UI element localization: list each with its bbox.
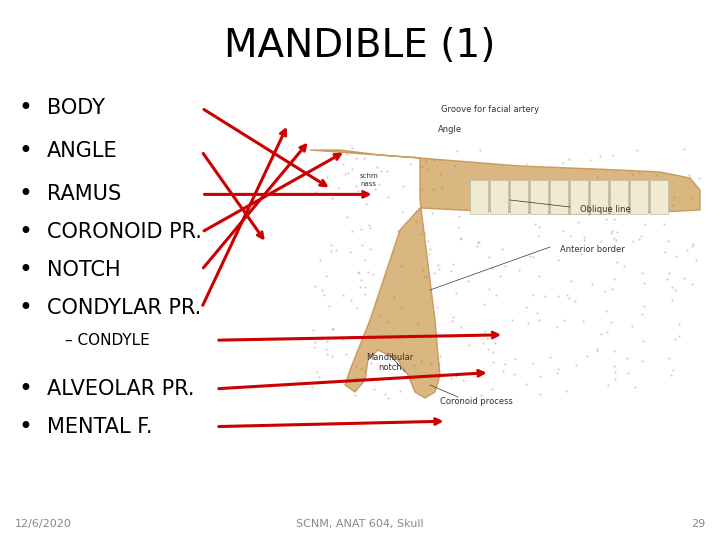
- Text: Oblique line: Oblique line: [580, 206, 631, 214]
- Text: BODY: BODY: [47, 98, 105, 118]
- Text: Coronoid process: Coronoid process: [440, 397, 513, 407]
- Text: 12/6/2020: 12/6/2020: [14, 519, 71, 529]
- Text: Angle: Angle: [438, 125, 462, 134]
- Text: 29: 29: [691, 519, 706, 529]
- Text: CONDYLAR PR.: CONDYLAR PR.: [47, 298, 201, 318]
- Polygon shape: [570, 180, 588, 214]
- Polygon shape: [630, 180, 648, 214]
- Text: – CONDYLE: – CONDYLE: [65, 333, 150, 348]
- Text: ANGLE: ANGLE: [47, 141, 117, 161]
- Polygon shape: [470, 180, 488, 214]
- Polygon shape: [610, 180, 628, 214]
- Polygon shape: [510, 180, 528, 214]
- Text: •: •: [18, 96, 32, 120]
- Text: SCNM, ANAT 604, Skull: SCNM, ANAT 604, Skull: [296, 519, 424, 529]
- Polygon shape: [550, 180, 568, 214]
- Text: CORONOID PR.: CORONOID PR.: [47, 222, 202, 242]
- Polygon shape: [650, 180, 668, 214]
- Text: ALVEOLAR PR.: ALVEOLAR PR.: [47, 379, 194, 399]
- Text: Groove for facial artery: Groove for facial artery: [441, 105, 539, 114]
- Text: RAMUS: RAMUS: [47, 184, 121, 205]
- Text: •: •: [18, 415, 32, 438]
- Polygon shape: [310, 150, 700, 398]
- Text: NOTCH: NOTCH: [47, 260, 120, 280]
- Text: •: •: [18, 377, 32, 401]
- Text: •: •: [18, 183, 32, 206]
- Text: MANDIBLE (1): MANDIBLE (1): [225, 27, 495, 65]
- Text: •: •: [18, 220, 32, 244]
- Text: schm
nass: schm nass: [360, 173, 379, 186]
- Polygon shape: [530, 180, 548, 214]
- Polygon shape: [590, 180, 608, 214]
- Text: •: •: [18, 296, 32, 320]
- Text: Anterior border: Anterior border: [560, 246, 625, 254]
- Text: Mandibular
notch: Mandibular notch: [366, 353, 413, 372]
- Text: MENTAL F.: MENTAL F.: [47, 416, 153, 437]
- Text: •: •: [18, 139, 32, 163]
- Text: •: •: [18, 258, 32, 282]
- Polygon shape: [490, 180, 508, 214]
